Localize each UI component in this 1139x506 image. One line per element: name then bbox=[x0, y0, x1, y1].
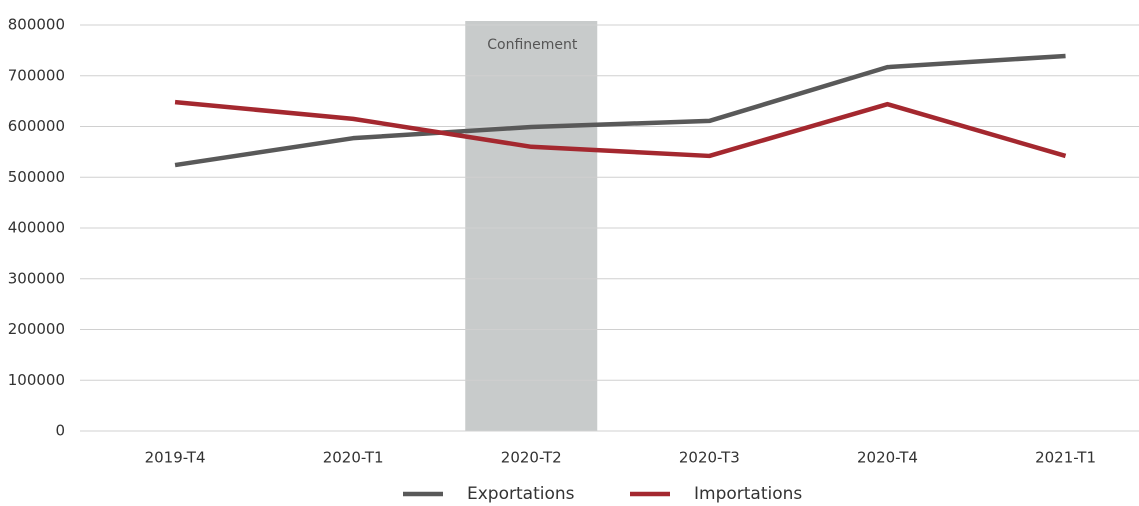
legend-label: Importations bbox=[694, 484, 802, 504]
y-tick-label: 600000 bbox=[8, 117, 65, 135]
y-tick-label: 100000 bbox=[8, 371, 65, 389]
y-tick-label: 200000 bbox=[8, 320, 65, 338]
y-tick-label: 700000 bbox=[8, 66, 65, 84]
x-tick-label: 2019-T4 bbox=[145, 449, 206, 467]
x-tick-label: 2021-T1 bbox=[1035, 449, 1096, 467]
annotation: Confinement bbox=[487, 37, 578, 53]
legend-label: Exportations bbox=[467, 484, 575, 504]
y-tick-label: 800000 bbox=[8, 16, 65, 34]
series-line bbox=[174, 99, 1067, 159]
highlight-band bbox=[465, 21, 598, 431]
x-tick-label: 2020-T2 bbox=[501, 449, 562, 467]
y-tick-label: 400000 bbox=[8, 219, 65, 237]
x-tick-label: 2020-T1 bbox=[323, 449, 384, 467]
y-tick-label: 300000 bbox=[8, 269, 65, 287]
series-line bbox=[174, 53, 1066, 168]
x-tick-label: 2020-T4 bbox=[857, 449, 918, 467]
y-tick-label: 500000 bbox=[8, 168, 65, 186]
y-tick-label: 0 bbox=[55, 422, 65, 440]
x-tick-label: 2020-T3 bbox=[679, 449, 740, 467]
